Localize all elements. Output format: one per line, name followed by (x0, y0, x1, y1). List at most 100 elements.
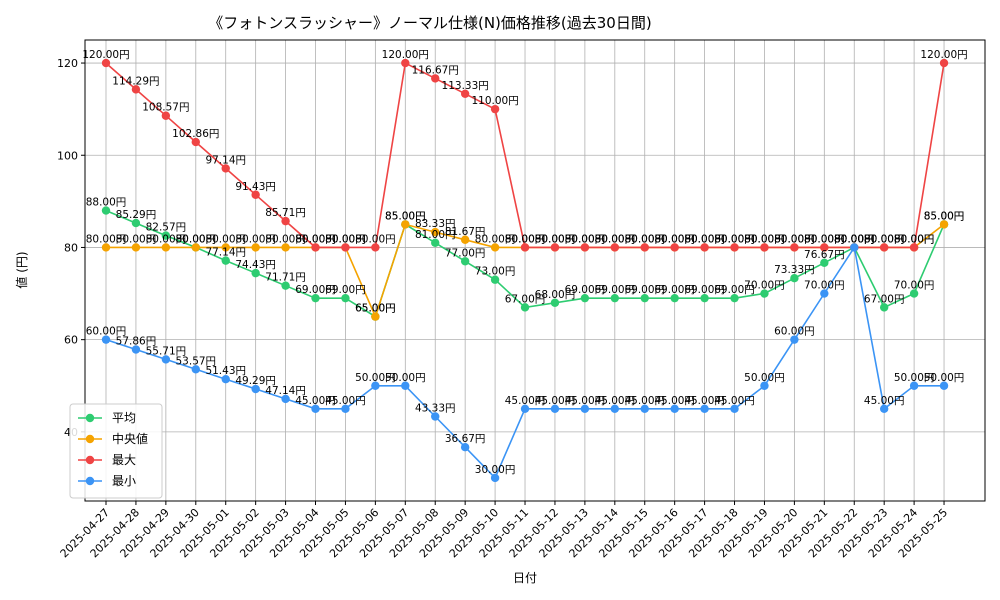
data-point (550, 404, 560, 413)
data-point (640, 243, 649, 252)
data-label: 45.00円 (325, 395, 366, 407)
data-label: 114.29円 (112, 75, 159, 87)
data-label: 83.33円 (415, 218, 456, 230)
data-label: 85.71円 (265, 207, 306, 219)
data-label: 80.00円 (804, 233, 845, 245)
data-point (610, 293, 620, 303)
data-label: 80.00円 (535, 233, 576, 245)
x-axis-label: 日付 (513, 571, 537, 585)
data-label: 45.00円 (295, 395, 336, 407)
data-point (101, 335, 111, 344)
data-label: 113.33円 (442, 80, 489, 92)
data-label: 80.00円 (235, 233, 276, 245)
data-label: 45.00円 (684, 395, 725, 407)
y-tick-label: 120 (57, 57, 78, 70)
data-point (909, 381, 919, 390)
data-label: 73.00円 (475, 266, 516, 278)
data-label: 97.14円 (205, 154, 246, 166)
data-label: 120.00円 (82, 49, 129, 61)
data-point (251, 243, 260, 252)
data-point (730, 404, 739, 413)
legend-entry: 中央値 (112, 431, 148, 446)
data-point (101, 206, 111, 215)
data-label: 120.00円 (920, 49, 967, 61)
data-label: 80.00円 (894, 233, 935, 245)
data-label: 74.43円 (235, 259, 276, 271)
data-label: 57.86円 (116, 336, 157, 348)
data-point (790, 273, 799, 283)
data-point (311, 293, 320, 303)
data-label: 80.00円 (864, 233, 905, 245)
data-label: 110.00円 (471, 95, 518, 107)
data-label: 80.00円 (595, 233, 636, 245)
data-point (909, 289, 919, 298)
data-point (311, 404, 320, 413)
data-point (401, 381, 410, 390)
data-point (610, 243, 620, 252)
y-tick-label: 60 (64, 334, 78, 347)
data-label: 51.43円 (205, 365, 246, 377)
legend-entry: 平均 (112, 411, 136, 425)
data-label: 50.00円 (385, 372, 426, 384)
data-label: 70.00円 (744, 280, 785, 292)
data-label: 85.00円 (385, 210, 426, 222)
data-label: 50.00円 (894, 372, 935, 384)
data-point (431, 238, 440, 248)
data-label: 80.00円 (325, 233, 366, 245)
data-point (431, 412, 440, 421)
data-label: 45.00円 (505, 395, 546, 407)
data-point (520, 303, 530, 312)
data-label: 50.00円 (924, 372, 965, 384)
data-label: 69.00円 (654, 284, 695, 296)
data-label: 50.00円 (744, 372, 785, 384)
data-point (790, 243, 799, 252)
data-label: 70.00円 (894, 280, 935, 292)
data-point (580, 293, 590, 303)
data-point (879, 243, 889, 252)
data-label: 55.71円 (146, 345, 187, 357)
data-label: 80.00円 (834, 233, 875, 245)
data-point (820, 258, 829, 268)
data-point (640, 404, 649, 413)
data-label: 71.71円 (265, 272, 306, 284)
data-label: 80.00円 (624, 233, 665, 245)
data-label: 30.00円 (475, 464, 516, 476)
data-label: 120.00円 (382, 49, 429, 61)
legend-swatch-marker (85, 476, 95, 486)
data-label: 80.00円 (774, 233, 815, 245)
data-label: 80.00円 (295, 233, 336, 245)
data-label: 80.00円 (744, 233, 785, 245)
data-point (431, 74, 440, 83)
data-label: 80.00円 (834, 233, 875, 245)
data-point (341, 404, 350, 413)
data-label: 45.00円 (864, 395, 905, 407)
data-label: 73.33円 (774, 264, 815, 276)
data-label: 45.00円 (654, 395, 695, 407)
data-label: 77.14円 (205, 247, 246, 259)
data-label: 80.00円 (684, 233, 725, 245)
data-label: 69.00円 (565, 284, 606, 296)
data-point (580, 404, 590, 413)
data-label: 49.29円 (235, 375, 276, 387)
data-point (939, 58, 949, 68)
data-label: 81.00円 (415, 229, 456, 241)
data-label: 80.00円 (714, 233, 755, 245)
data-point (550, 243, 560, 252)
data-label: 80.00円 (535, 233, 576, 245)
data-point (700, 404, 709, 413)
data-point (101, 243, 111, 252)
data-label: 80.00円 (595, 233, 636, 245)
data-label: 50.00円 (355, 372, 396, 384)
data-label: 80.00円 (205, 233, 246, 245)
data-point (161, 111, 171, 120)
data-label: 45.00円 (595, 395, 636, 407)
data-point (161, 355, 171, 364)
data-point (580, 243, 590, 252)
data-label: 70.00円 (804, 280, 845, 292)
data-label: 80.00円 (654, 233, 695, 245)
data-point (191, 365, 200, 374)
chart-title: 《フォトンスラッシャー》ノーマル仕様(N)価格推移(過去30日間) (208, 14, 651, 32)
data-point (939, 220, 949, 229)
data-point (131, 218, 141, 228)
